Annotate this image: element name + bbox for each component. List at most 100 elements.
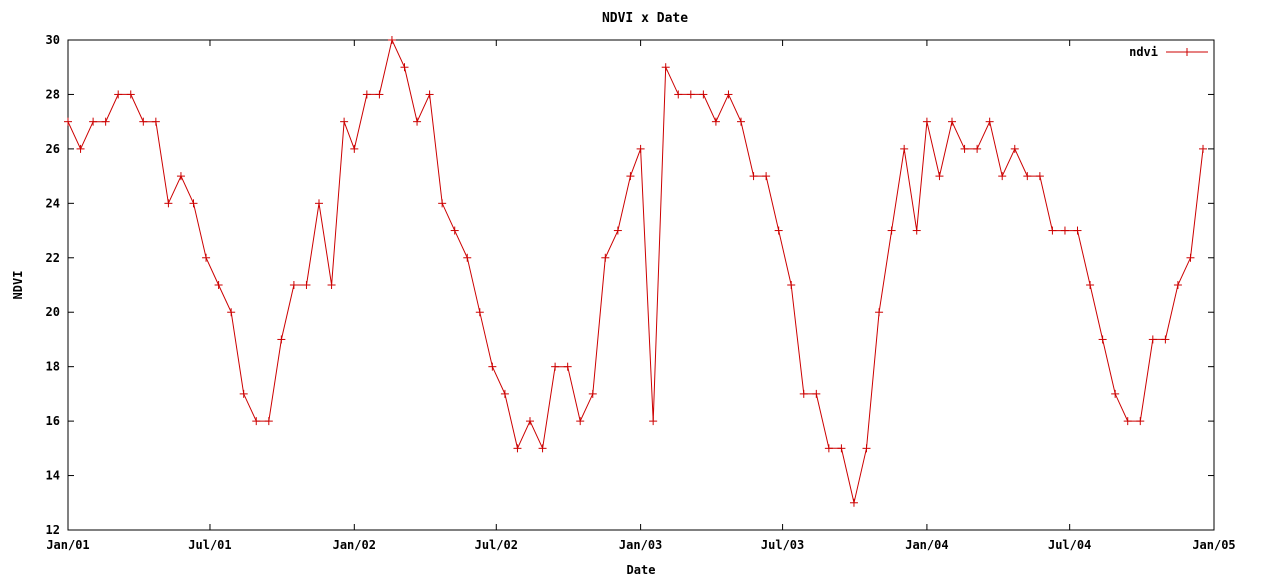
- data-point: [900, 144, 909, 153]
- data-point: [812, 389, 821, 398]
- data-point: [661, 63, 670, 72]
- data-point: [737, 117, 746, 126]
- data-point: [935, 172, 944, 181]
- y-tick-label: 22: [46, 251, 60, 265]
- data-point: [724, 90, 733, 99]
- data-point: [588, 389, 597, 398]
- x-tick-label: Jul/01: [188, 538, 231, 552]
- data-point: [1010, 144, 1019, 153]
- data-point: [948, 117, 957, 126]
- data-point: [1086, 281, 1095, 289]
- data-point: [264, 417, 273, 426]
- x-tick-label: Jan/01: [46, 538, 89, 552]
- data-point: [636, 144, 645, 153]
- data-point: [674, 90, 683, 99]
- data-point: [601, 253, 610, 262]
- data-point: [1161, 335, 1170, 344]
- data-point: [1148, 335, 1157, 344]
- data-point: [1123, 417, 1132, 426]
- x-tick-label: Jul/02: [475, 538, 518, 552]
- data-point: [699, 90, 708, 99]
- data-point: [202, 253, 211, 262]
- y-tick-label: 26: [46, 142, 60, 156]
- y-tick-label: 18: [46, 360, 60, 374]
- data-point: [375, 90, 384, 99]
- data-point: [576, 417, 585, 426]
- data-point: [1111, 389, 1120, 398]
- data-point: [985, 117, 994, 126]
- y-tick-label: 12: [46, 523, 60, 537]
- data-point: [114, 90, 123, 99]
- data-point: [400, 63, 409, 72]
- x-axis: Jan/01 Jul/01 Jan/02 Jul/02 Jan/03 Jul/03 Jan/…: [46, 40, 1236, 552]
- data-point: [327, 281, 336, 289]
- data-point: [450, 226, 459, 235]
- data-point: [387, 36, 396, 44]
- y-tick-label: 28: [46, 87, 60, 101]
- series-line-ndvi: [67, 38, 1204, 503]
- data-point: [315, 199, 324, 208]
- data-point: [151, 117, 160, 126]
- data-point: [526, 417, 535, 426]
- data-point: [960, 144, 969, 153]
- data-point: [862, 444, 871, 453]
- y-tick-label: 30: [46, 33, 60, 47]
- y-tick-label: 24: [46, 196, 60, 210]
- data-point: [922, 117, 931, 126]
- data-point: [849, 498, 858, 507]
- data-point: [912, 226, 921, 235]
- data-point: [76, 144, 85, 153]
- data-point: [799, 389, 808, 398]
- legend-entry-ndvi-marker: [1183, 48, 1191, 56]
- data-point: [438, 199, 447, 208]
- data-point: [513, 444, 522, 453]
- data-point: [214, 281, 223, 289]
- data-point: [887, 226, 896, 235]
- data-point: [289, 281, 298, 289]
- data-point: [1173, 281, 1182, 289]
- data-point: [551, 362, 560, 371]
- data-point: [64, 117, 72, 126]
- data-point: [613, 226, 622, 235]
- data-point: [787, 281, 796, 289]
- data-point: [425, 90, 434, 99]
- data-point: [1048, 226, 1057, 235]
- data-point: [686, 90, 695, 99]
- data-point: [762, 172, 771, 181]
- data-point: [824, 444, 833, 453]
- data-point: [139, 117, 148, 126]
- series-ndvi: [64, 36, 1208, 507]
- data-point: [1060, 226, 1069, 235]
- legend: ndvi: [1129, 45, 1208, 59]
- data-point: [973, 144, 982, 153]
- data-point: [277, 335, 286, 344]
- data-point: [126, 90, 135, 99]
- data-point: [500, 389, 509, 398]
- x-tick-label: Jan/05: [1192, 538, 1235, 552]
- data-point: [176, 172, 185, 181]
- data-point: [463, 253, 472, 262]
- data-point: [1098, 335, 1107, 344]
- data-point: [1035, 172, 1044, 181]
- chart-title: NDVI x Date: [602, 11, 688, 26]
- data-point: [1023, 172, 1032, 181]
- data-point: [350, 144, 359, 153]
- data-point: [239, 389, 248, 398]
- data-point: [774, 226, 783, 235]
- y-tick-label: 16: [46, 414, 60, 428]
- data-point: [998, 172, 1007, 181]
- data-point: [252, 417, 261, 426]
- data-point: [227, 308, 236, 317]
- y-tick-label: 14: [46, 469, 60, 483]
- x-axis-label: Date: [627, 563, 656, 577]
- data-point: [1186, 253, 1195, 262]
- data-point: [362, 90, 371, 99]
- y-axis: 12 14 16 18 20 22 24 26 28 30: [46, 33, 1214, 537]
- data-point: [837, 444, 846, 453]
- data-point: [340, 117, 349, 126]
- data-point: [302, 281, 311, 289]
- data-point: [538, 444, 547, 453]
- data-point: [475, 308, 484, 317]
- data-point: [413, 117, 422, 126]
